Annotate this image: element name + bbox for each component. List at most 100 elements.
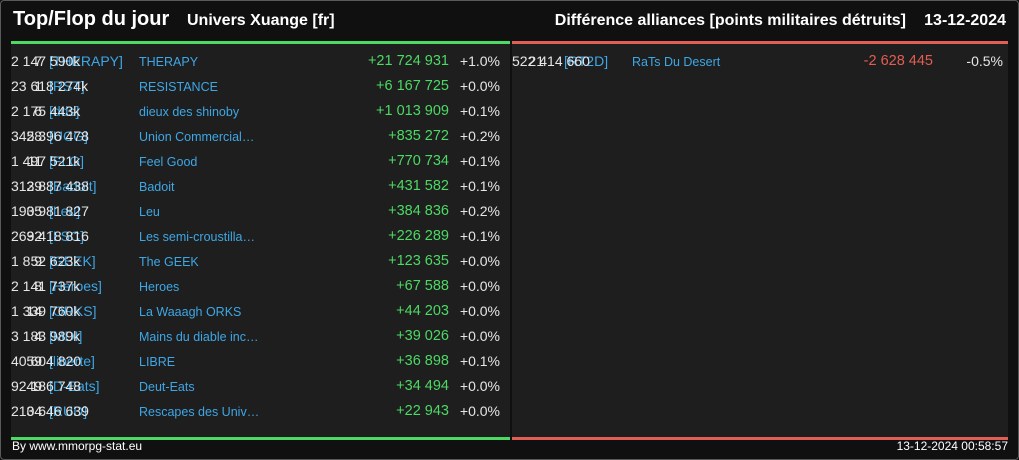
flop-row: 21 [RT2D] RaTs Du Desert 522 414 660 -2 628 … — [512, 49, 1008, 74]
points-value: 23 618 274k — [11, 78, 89, 94]
percent-change: +0.0% — [459, 253, 500, 269]
alliance-tag-link[interactable]: [LSC] — [49, 228, 85, 244]
rank: 32 — [26, 228, 42, 244]
alliance-tag-link[interactable]: [Badoit] — [49, 178, 97, 194]
points-value: 313 887 438 — [11, 178, 89, 194]
rank: 11 — [27, 153, 42, 169]
points-value: 2 175 443k — [11, 103, 81, 119]
alliance-name-link[interactable]: Feel Good — [139, 155, 198, 169]
percent-change: +0.2% — [459, 128, 500, 144]
rank: 14 — [26, 303, 42, 319]
alliance-name-link[interactable]: THERAPY — [139, 55, 199, 69]
alliance-name-link[interactable]: Deut-Eats — [139, 380, 195, 394]
generated-timestamp: 13-12-2024 00:58:57 — [896, 439, 1008, 453]
rank: 1 — [34, 78, 42, 94]
difference-value: +770 734 — [388, 153, 449, 169]
points-value: 345 396 478 — [11, 128, 89, 144]
percent-change: +0.0% — [459, 78, 500, 94]
alliance-tag-link[interactable]: [liberte] — [49, 353, 95, 369]
alliance-name-link[interactable]: RaTs Du Desert — [632, 55, 721, 69]
percent-change: +0.1% — [459, 153, 500, 169]
alliance-tag-link[interactable]: [RUD] — [49, 403, 88, 419]
alliance-tag-link[interactable]: [FLG] — [49, 153, 85, 169]
header-date: 13-12-2024 — [924, 12, 1006, 29]
points-value: 1 852 623k — [11, 253, 81, 269]
top-row: 35 [Leu] Leu 190 981 827 +384 836 +0.2% — [11, 199, 510, 224]
difference-value: +431 582 — [388, 178, 449, 194]
alliance-tag-link[interactable]: [GEEK] — [49, 253, 96, 269]
alliance-name-link[interactable]: Heroes — [139, 280, 180, 294]
alliance-name-link[interactable]: Mains du diable inco… — [139, 330, 261, 344]
alliance-name-link[interactable]: Badoit — [139, 180, 175, 194]
percent-change: +0.2% — [459, 203, 500, 219]
alliance-name-link[interactable]: Rescapes des Univ… — [139, 405, 260, 419]
difference-value: +34 494 — [396, 378, 449, 394]
rank: 6 — [34, 103, 42, 119]
source-link[interactable]: By www.mmorpg-stat.eu — [12, 439, 143, 453]
alliance-name-link[interactable]: The GEEK — [139, 255, 199, 269]
percent-change: +1.0% — [459, 53, 500, 69]
difference-value: +36 898 — [396, 353, 449, 369]
alliance-name-link[interactable]: Les semi-croustilla… — [139, 230, 256, 244]
percent-change: +0.0% — [459, 328, 500, 344]
rank: 59 — [26, 353, 42, 369]
percent-change: +0.1% — [459, 103, 500, 119]
top-row: 49 [D-Eats] Deut-Eats 92 186 748 +34 494 +0.0… — [11, 374, 510, 399]
top-row: 14 [ORKS] La Waaagh ORKS 1 339 760k +44 203 +… — [11, 299, 510, 324]
rank: 8 — [34, 278, 42, 294]
alliance-name-link[interactable]: Union Commerciale… — [139, 130, 261, 144]
top-row: 59 [liberte] LIBRE 40 604 820 +36 898 +0.1% — [11, 349, 510, 374]
top-row: 6 [dds] dieux des shinoby 2 175 443k +1 013 … — [11, 99, 510, 124]
alliance-tag-link[interactable]: [RT2D] — [564, 53, 609, 69]
points-value: 190 981 827 — [11, 203, 89, 219]
alliance-tag-link[interactable]: [Heroes] — [49, 278, 102, 294]
metric-title: Différence alliances [points militaires … — [554, 12, 906, 29]
alliance-name-link[interactable]: Leu — [139, 205, 160, 219]
percent-change: -0.5% — [966, 53, 1003, 69]
points-value: 1 339 760k — [11, 303, 81, 319]
rank: 34 — [26, 403, 42, 419]
universe-label: Univers Xuange [fr] — [187, 12, 335, 29]
alliance-tag-link[interactable]: [MDI] — [49, 328, 83, 344]
difference-value: +22 943 — [396, 403, 449, 419]
difference-value: +1 013 909 — [376, 103, 449, 119]
difference-value: +6 167 725 — [376, 78, 449, 94]
rank: 7 — [34, 53, 42, 69]
top-row: 7 [THERAPY] THERAPY 2 147 590k +21 724 931 +1… — [11, 49, 510, 74]
alliance-tag-link[interactable]: [ORKS] — [49, 303, 97, 319]
points-value: 2 147 590k — [11, 53, 81, 69]
alliance-tag-link[interactable]: [dds] — [49, 103, 80, 119]
top-row: 28 [UCG] Union Commerciale… 345 396 478 +835… — [11, 124, 510, 149]
header: Top/Flop du jour Univers Xuange [fr] Dif… — [1, 1, 1018, 41]
alliance-tag-link[interactable]: [THERAPY] — [49, 53, 123, 69]
top-row: 32 [LSC] Les semi-croustilla… 269 418 816 +2… — [11, 224, 510, 249]
top-row: 4 [MDI] Mains du diable inco… 3 183 989k +39… — [11, 324, 510, 349]
percent-change: +0.1% — [459, 228, 500, 244]
difference-value: +384 836 — [388, 203, 449, 219]
difference-value: -2 628 445 — [863, 53, 933, 69]
top-row: 8 [Heroes] Heroes 2 141 737k +67 588 +0.0% — [11, 274, 510, 299]
top-row: 29 [Badoit] Badoit 313 887 438 +431 582 +0.1% — [11, 174, 510, 199]
top-row: 34 [RUD] Rescapes des Univ… 210 646 639 +22 … — [11, 399, 510, 424]
points-value: 1 497 521k — [11, 153, 81, 169]
flop-panel: 21 [RT2D] RaTs Du Desert 522 414 660 -2 628 … — [512, 41, 1008, 440]
top-row: 9 [GEEK] The GEEK 1 852 623k +123 635 +0.0% — [11, 249, 510, 274]
points-value: 92 186 748 — [11, 378, 82, 394]
alliance-tag-link[interactable]: [Leu] — [49, 203, 81, 219]
percent-change: +0.0% — [459, 403, 500, 419]
alliance-name-link[interactable]: LIBRE — [139, 355, 176, 369]
difference-value: +44 203 — [396, 303, 449, 319]
rank: 29 — [26, 178, 42, 194]
percent-change: +0.1% — [459, 178, 500, 194]
alliance-tag-link[interactable]: [UCG] — [49, 128, 88, 144]
alliance-tag-link[interactable]: [RST] — [49, 78, 85, 94]
percent-change: +0.1% — [459, 353, 500, 369]
alliance-name-link[interactable]: RESISTANCE — [139, 80, 218, 94]
points-value: 2 141 737k — [11, 278, 81, 294]
points-value: 3 183 989k — [11, 328, 81, 344]
alliance-name-link[interactable]: dieux des shinoby — [139, 105, 240, 119]
alliance-name-link[interactable]: La Waaagh ORKS — [139, 305, 242, 319]
rank: 28 — [26, 128, 42, 144]
alliance-tag-link[interactable]: [D-Eats] — [49, 378, 100, 394]
